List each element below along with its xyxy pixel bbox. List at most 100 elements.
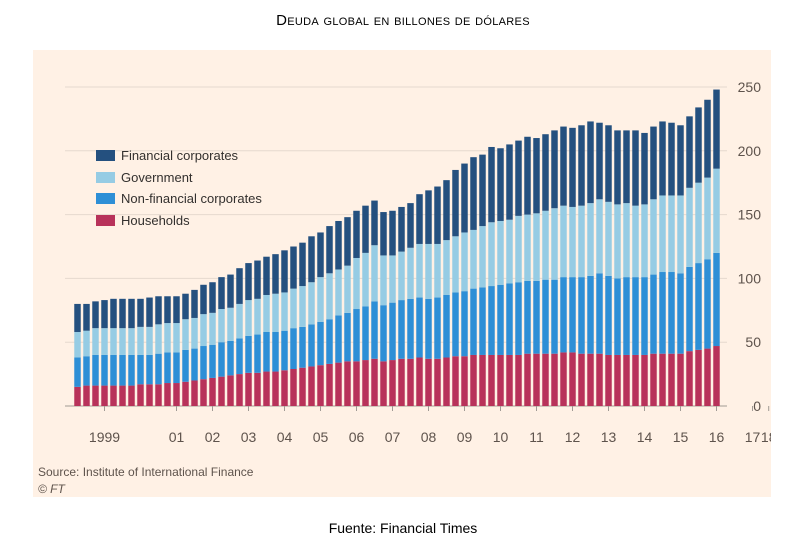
bar-financial-corporates <box>128 298 135 329</box>
bar-government <box>578 205 585 278</box>
bar-households <box>173 383 180 406</box>
bar-government <box>362 252 369 307</box>
bar-households <box>524 353 531 406</box>
bar-financial-corporates <box>119 298 126 329</box>
bar-government <box>182 319 189 350</box>
bar-non-financial-corporates <box>515 282 522 355</box>
bar-non-financial-corporates <box>254 334 261 373</box>
bar-financial-corporates <box>623 130 630 204</box>
bar-government <box>398 251 405 301</box>
bar-financial-corporates <box>254 260 261 299</box>
bar-financial-corporates <box>272 254 279 294</box>
bar-households <box>317 365 324 406</box>
bar-financial-corporates <box>443 180 450 241</box>
bar-households <box>308 366 315 406</box>
bar-households <box>389 360 396 406</box>
bar-households <box>686 351 693 406</box>
bar-households <box>380 361 387 406</box>
x-tick-label: 04 <box>277 429 293 445</box>
bar-financial-corporates <box>146 297 153 327</box>
bar-financial-corporates <box>434 186 441 244</box>
bar-non-financial-corporates <box>542 279 549 354</box>
bar-non-financial-corporates <box>92 354 99 386</box>
bar-government <box>488 222 495 287</box>
bar-government <box>515 215 522 283</box>
bar-non-financial-corporates <box>74 357 81 387</box>
x-tick-label: 02 <box>205 429 221 445</box>
bar-households <box>74 386 81 406</box>
x-tick-label: 16 <box>709 429 725 445</box>
bar-non-financial-corporates <box>461 291 468 357</box>
bar-non-financial-corporates <box>686 266 693 352</box>
bar-households <box>326 363 333 406</box>
bar-financial-corporates <box>578 125 585 206</box>
bar-government <box>308 282 315 325</box>
x-tick-label: 10 <box>493 429 509 445</box>
x-tick-label: 18 <box>761 429 771 445</box>
bar-government <box>641 204 648 278</box>
bar-financial-corporates <box>713 89 720 169</box>
bar-households <box>371 358 378 406</box>
bar-households <box>200 379 207 406</box>
bar-government <box>407 247 414 299</box>
bar-financial-corporates <box>308 236 315 283</box>
caption: Fuente: Financial Times <box>328 520 478 536</box>
bar-non-financial-corporates <box>407 298 414 359</box>
bar-households <box>218 376 225 406</box>
bar-households <box>506 354 513 406</box>
bar-government <box>155 324 162 354</box>
bar-government <box>128 328 135 355</box>
bar-government <box>218 309 225 343</box>
y-tick-label: 150 <box>738 207 762 223</box>
bar-households <box>263 371 270 406</box>
bar-non-financial-corporates <box>434 297 441 359</box>
bar-financial-corporates <box>470 157 477 230</box>
bar-non-financial-corporates <box>371 301 378 359</box>
bar-financial-corporates <box>659 121 666 196</box>
bar-non-financial-corporates <box>578 277 585 354</box>
bar-households <box>632 354 639 406</box>
bar-non-financial-corporates <box>560 277 567 353</box>
bar-households <box>596 353 603 406</box>
bar-government <box>227 307 234 341</box>
bar-financial-corporates <box>137 298 144 327</box>
bar-non-financial-corporates <box>290 328 297 369</box>
bar-financial-corporates <box>668 122 675 196</box>
bar-government <box>605 201 612 276</box>
bar-non-financial-corporates <box>146 354 153 385</box>
bar-financial-corporates <box>200 284 207 315</box>
bar-non-financial-corporates <box>587 275 594 354</box>
bar-financial-corporates <box>371 200 378 246</box>
y-tick-label: 200 <box>738 143 762 159</box>
bar-financial-corporates <box>290 246 297 289</box>
bar-government <box>542 210 549 280</box>
bar-financial-corporates <box>407 203 414 248</box>
bar-government <box>677 195 684 274</box>
bar-households <box>704 348 711 406</box>
bar-non-financial-corporates <box>344 312 351 362</box>
bar-financial-corporates <box>425 190 432 244</box>
bar-financial-corporates <box>542 134 549 211</box>
bar-households <box>515 354 522 406</box>
bar-non-financial-corporates <box>317 321 324 366</box>
bar-non-financial-corporates <box>272 331 279 372</box>
x-tick-label: 17 <box>745 429 761 445</box>
x-tick-label: 03 <box>241 429 257 445</box>
bar-financial-corporates <box>587 121 594 204</box>
bar-government <box>317 277 324 322</box>
bar-households <box>110 385 117 406</box>
bar-non-financial-corporates <box>299 326 306 368</box>
bar-households <box>299 367 306 406</box>
bar-non-financial-corporates <box>200 346 207 380</box>
bar-financial-corporates <box>353 210 360 258</box>
bar-financial-corporates <box>641 132 648 205</box>
x-tick-label: 09 <box>457 429 473 445</box>
bar-households <box>407 358 414 406</box>
bar-financial-corporates <box>551 130 558 209</box>
bar-households <box>425 358 432 406</box>
bar-non-financial-corporates <box>353 309 360 362</box>
bar-government <box>560 205 567 278</box>
bar-financial-corporates <box>515 140 522 216</box>
bar-non-financial-corporates <box>137 354 144 385</box>
y-tick-label: 0 <box>753 398 761 414</box>
